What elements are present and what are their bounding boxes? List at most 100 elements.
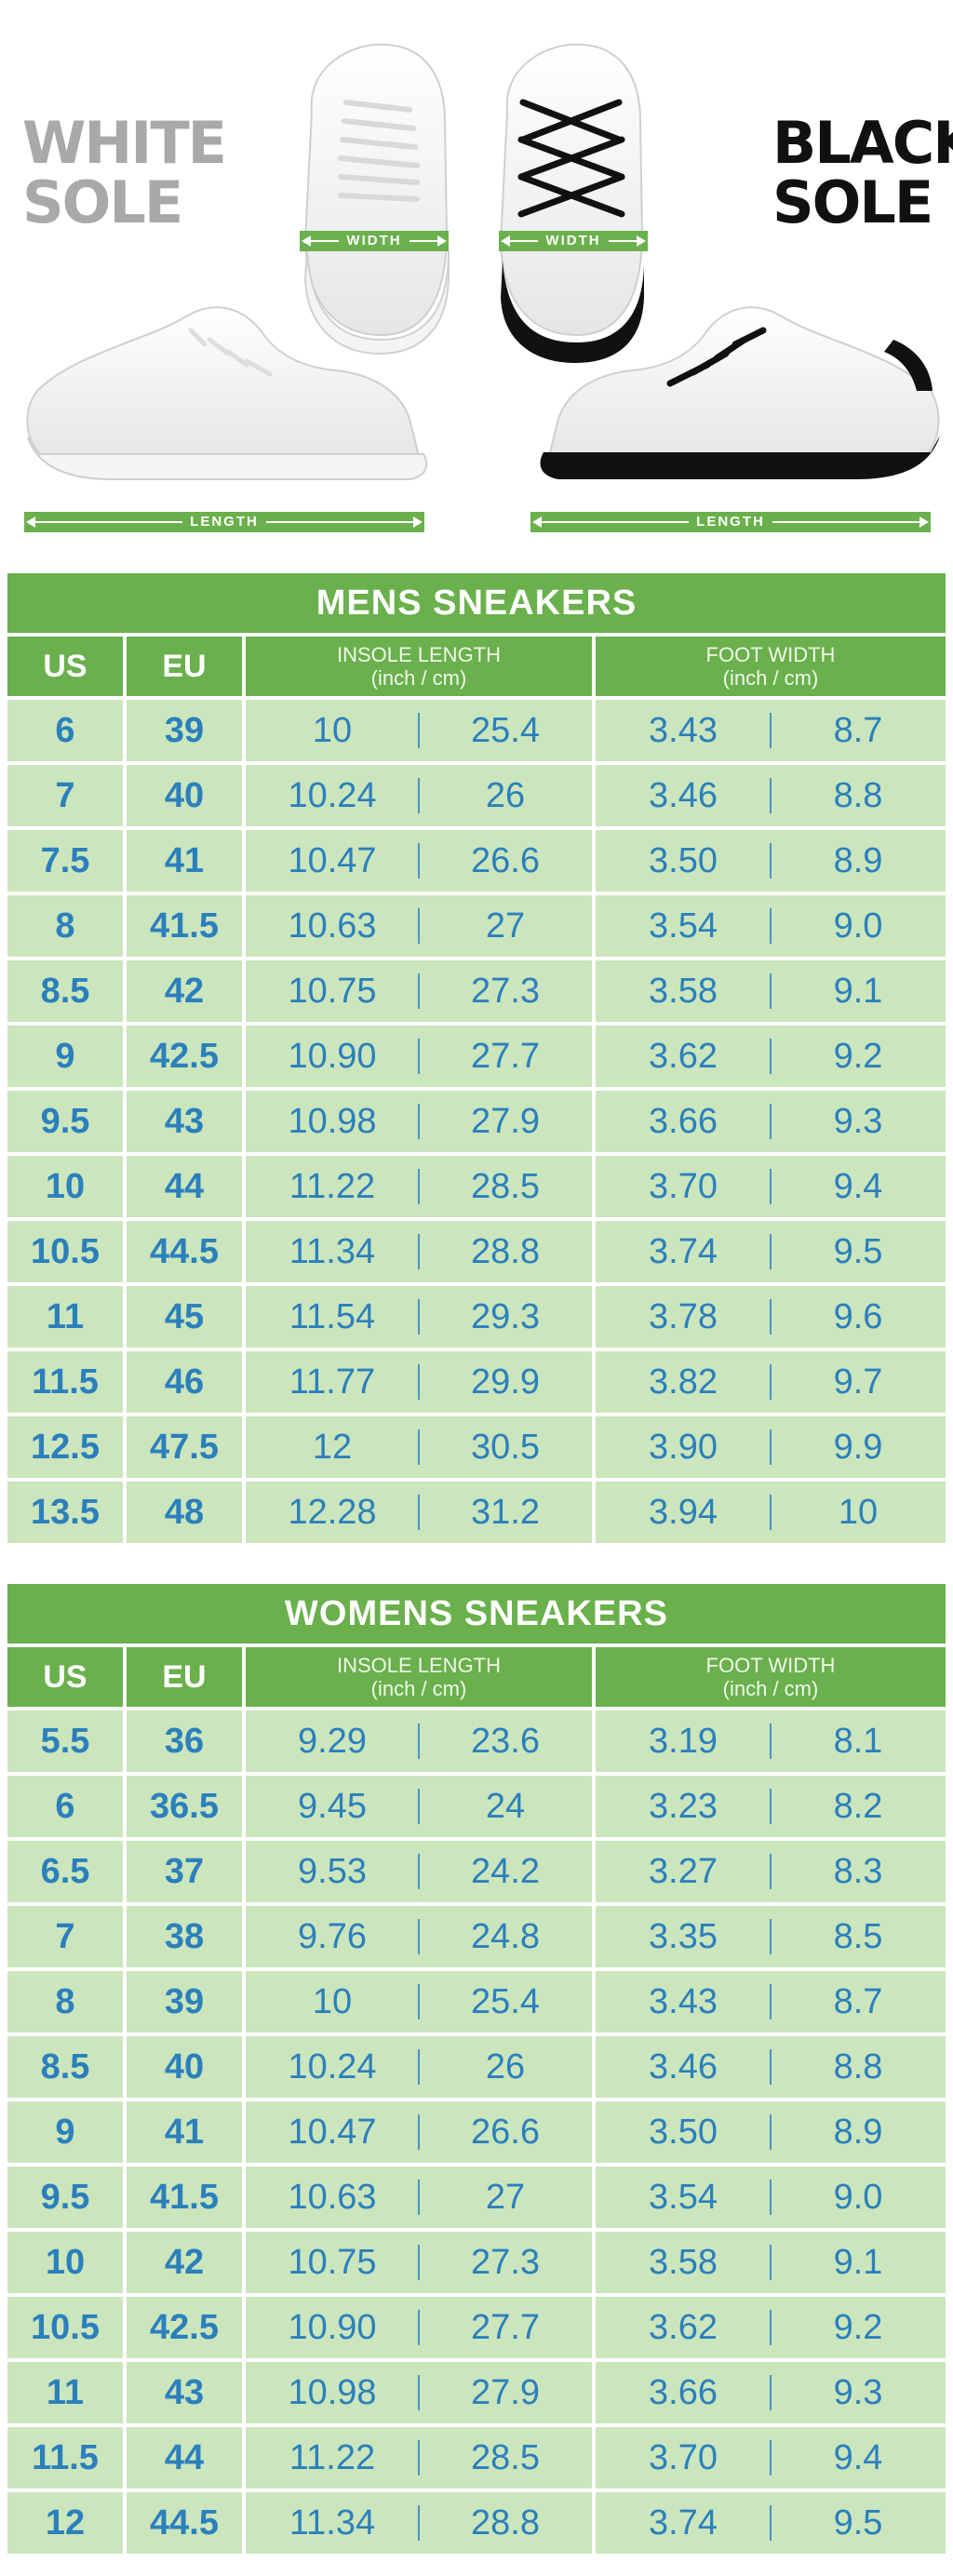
eu-size-cell: 45 [127, 1286, 242, 1348]
insole-length-cell: 10.63 27 [246, 2167, 592, 2228]
insole-inch-value: 10.47 [288, 841, 377, 880]
womens-size-row: 10.5 42.5 10.90 27.7 3.62 9.2 [7, 2297, 946, 2358]
foot-width-cm-value: 8.7 [833, 711, 883, 750]
eu-size-cell: 41.5 [127, 895, 242, 957]
insole-cm-value: 29.3 [471, 1297, 540, 1336]
womens-header-foot-label: FOOT WIDTH [705, 1654, 836, 1677]
eu-size-cell: 42 [127, 960, 242, 1022]
eu-size-cell: 44 [127, 2427, 242, 2489]
foot-width-cm-value: 9.1 [833, 2243, 883, 2282]
insole-divider [418, 1364, 420, 1400]
insole-divider [418, 2114, 420, 2150]
eu-size-cell: 41 [127, 830, 242, 892]
foot-width-cell: 3.27 8.3 [596, 1841, 946, 1902]
us-size-cell: 11 [7, 2362, 123, 2423]
foot-width-cm-value: 9.4 [833, 2438, 883, 2477]
insole-length-cell: 10.75 27.3 [246, 2232, 592, 2293]
eu-size-cell: 39 [127, 1971, 242, 2033]
insole-inch-value: 11.77 [289, 1362, 376, 1402]
us-size-cell: 9.5 [7, 2167, 123, 2228]
foot-width-cell: 3.50 8.9 [596, 830, 946, 892]
foot-width-inch-value: 3.90 [649, 1428, 718, 1467]
foot-width-inch-value: 3.66 [649, 2373, 718, 2412]
insole-divider [418, 2049, 420, 2085]
foot-width-cell: 3.54 9.0 [596, 2167, 946, 2228]
us-size-cell: 12.5 [7, 1416, 123, 1478]
womens-header-foot-unit: (inch / cm) [722, 1677, 819, 1700]
width-bar-white: WIDTH [300, 231, 449, 251]
womens-header-insole: INSOLE LENGTH (inch / cm) [246, 1647, 592, 1707]
womens-table-title: WOMENS SNEAKERS [7, 1584, 946, 1644]
us-size-cell: 6 [7, 1776, 123, 1837]
foot-width-cm-value: 9.4 [833, 1167, 883, 1206]
foot-width-inch-value: 3.58 [649, 2243, 718, 2282]
foot-width-cell: 3.54 9.0 [596, 895, 946, 957]
insole-divider [418, 1724, 420, 1759]
eu-size-cell: 38 [127, 1906, 242, 1967]
insole-length-cell: 11.22 28.5 [246, 2427, 592, 2489]
eu-size-cell: 39 [127, 700, 242, 761]
foot-width-divider [770, 2114, 772, 2150]
eu-size-cell: 46 [127, 1351, 242, 1413]
insole-length-cell: 10.63 27 [246, 895, 592, 957]
us-size-cell: 8.5 [7, 2036, 123, 2098]
insole-divider [418, 973, 420, 1009]
womens-size-row: 10 42 10.75 27.3 3.58 9.1 [7, 2232, 946, 2293]
insole-length-cell: 9.76 24.8 [246, 1906, 592, 1967]
foot-width-cell: 3.43 8.7 [596, 1971, 946, 2033]
mens-header-foot-unit: (inch / cm) [722, 666, 819, 690]
insole-inch-value: 10.90 [288, 1037, 377, 1076]
mens-header-eu: EU [127, 637, 242, 696]
us-size-cell: 10 [7, 1156, 123, 1217]
us-size-cell: 10.5 [7, 1221, 123, 1282]
foot-width-divider [770, 1364, 772, 1400]
insole-length-cell: 10 25.4 [246, 700, 592, 761]
black-sole-line2: SOLE [772, 168, 933, 236]
insole-cm-value: 28.5 [471, 2438, 540, 2477]
eu-size-cell: 40 [127, 2036, 242, 2098]
eu-size-cell: 42.5 [127, 1026, 242, 1087]
foot-width-inch-value: 3.19 [649, 1722, 718, 1761]
foot-width-divider [770, 2505, 772, 2541]
insole-cm-value: 26 [485, 2047, 526, 2086]
insole-length-cell: 10 25.4 [246, 1971, 592, 2033]
us-size-cell: 12 [7, 2492, 123, 2554]
front-shoe-white-icon [303, 43, 450, 356]
insole-inch-value: 10.24 [288, 776, 377, 815]
womens-size-row: 9 41 10.47 26.6 3.50 8.9 [7, 2101, 946, 2163]
insole-divider [418, 1104, 420, 1139]
insole-cm-value: 28.5 [471, 1167, 540, 1206]
womens-size-row: 5.5 36 9.29 23.6 3.19 8.1 [7, 1711, 946, 1772]
insole-length-cell: 10.24 26 [246, 2036, 592, 2098]
mens-size-row: 8 41.5 10.63 27 3.54 9.0 [7, 895, 946, 957]
insole-inch-value: 11.34 [289, 1232, 376, 1271]
width-label-black: WIDTH [538, 233, 609, 248]
foot-width-cell: 3.74 9.5 [596, 2492, 946, 2554]
foot-width-inch-value: 3.50 [649, 841, 718, 880]
us-size-cell: 11.5 [7, 1351, 123, 1413]
foot-width-inch-value: 3.82 [649, 1362, 718, 1402]
foot-width-cell: 3.66 9.3 [596, 1091, 946, 1152]
womens-header-us: US [7, 1647, 123, 1707]
foot-width-cm-value: 8.3 [833, 1852, 883, 1891]
foot-width-cm-value: 9.1 [833, 972, 883, 1011]
foot-width-inch-value: 3.46 [649, 2047, 718, 2086]
insole-cm-value: 27.9 [471, 1102, 540, 1141]
womens-size-row: 6.5 37 9.53 24.2 3.27 8.3 [7, 1841, 946, 1902]
insole-length-cell: 10.98 27.9 [246, 2362, 592, 2423]
insole-divider [418, 2505, 420, 2541]
insole-inch-value: 9.53 [298, 1852, 367, 1891]
us-size-cell: 10 [7, 2232, 123, 2293]
foot-width-cell: 3.23 8.2 [596, 1776, 946, 1837]
insole-inch-value: 10.75 [288, 972, 377, 1011]
insole-inch-value: 11.22 [289, 2438, 376, 2477]
mens-size-row: 9 42.5 10.90 27.7 3.62 9.2 [7, 1026, 946, 1087]
eu-size-cell: 36.5 [127, 1776, 242, 1837]
insole-divider [418, 1299, 420, 1335]
eu-size-cell: 43 [127, 2362, 242, 2423]
foot-width-divider [770, 2375, 772, 2410]
insole-divider [418, 1234, 420, 1269]
white-sole-line2: SOLE [22, 168, 183, 236]
insole-cm-value: 26 [485, 776, 526, 815]
eu-size-cell: 44.5 [127, 1221, 242, 1282]
